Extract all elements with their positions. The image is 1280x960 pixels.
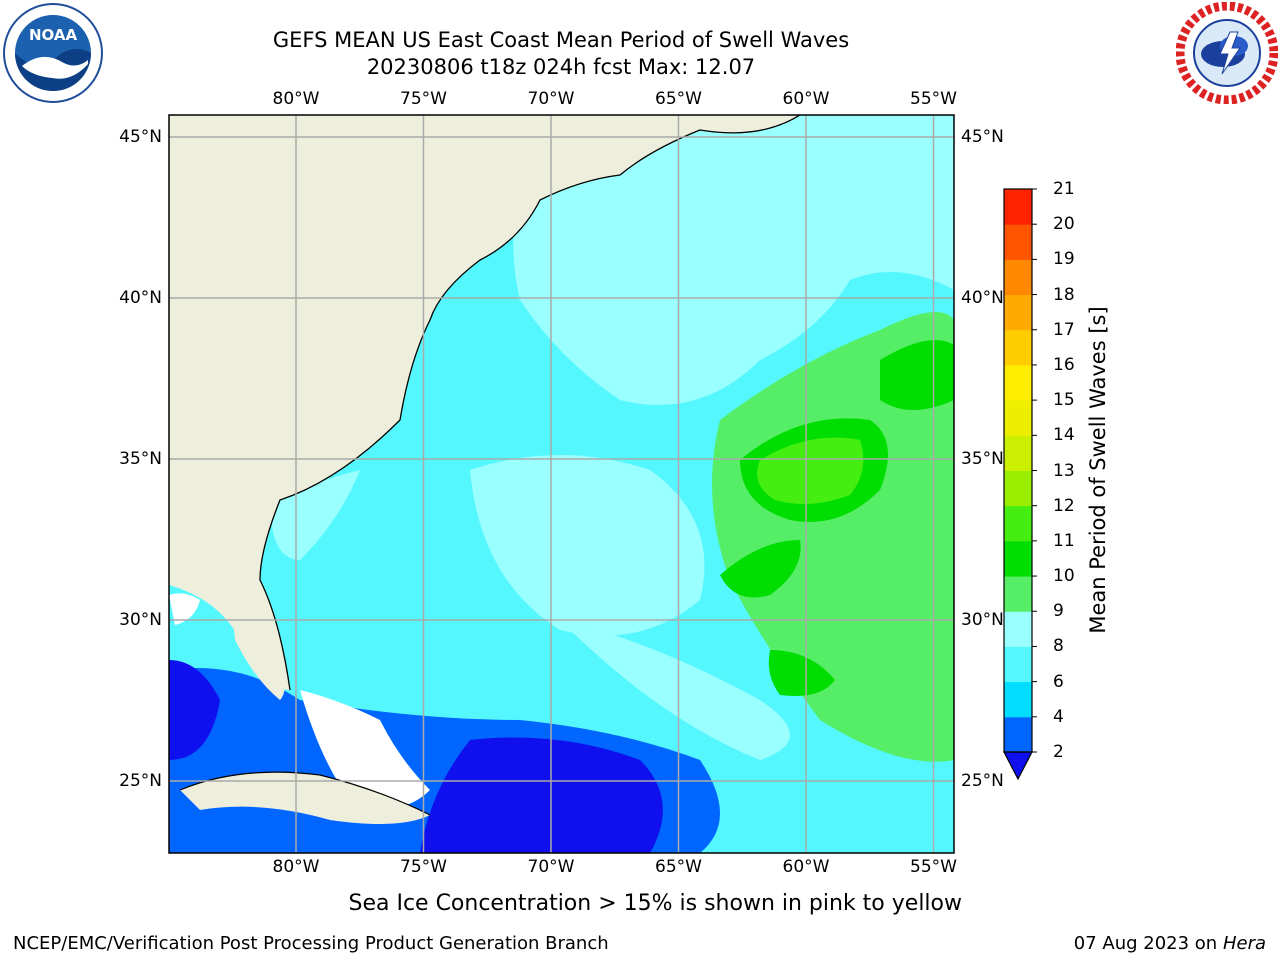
lat-label-left: 25°N	[119, 771, 162, 791]
colorbar-tick-label: 8	[1053, 636, 1064, 657]
lon-label-top: 75°W	[400, 89, 447, 109]
footer-date-text: 07 Aug 2023 on	[1073, 933, 1218, 954]
lat-label-right: 35°N	[961, 449, 1004, 469]
colorbar-tick-label: 13	[1053, 460, 1075, 481]
colorbar-segment	[1004, 435, 1032, 471]
map-frame	[168, 114, 955, 854]
lat-label-right: 25°N	[961, 771, 1004, 791]
lat-label-right: 40°N	[961, 288, 1004, 308]
missing-data-gulf	[169, 593, 200, 625]
colorbar-title: Mean Period of Swell Waves [s]	[1086, 306, 1110, 634]
lat-label-left: 30°N	[119, 610, 162, 630]
lat-label-right: 45°N	[961, 127, 1004, 147]
sea-ice-caption: Sea Ice Concentration > 15% is shown in …	[348, 891, 962, 916]
map-subtitle: 20230806 t18z 024h fcst Max: 12.07	[366, 55, 756, 79]
colorbar-tick-label: 18	[1053, 284, 1075, 305]
missing-data-bahamas	[300, 690, 430, 808]
lon-label-top: 70°W	[527, 89, 575, 109]
lon-label-bottom: 55°W	[910, 857, 957, 877]
lon-label-bottom: 65°W	[655, 857, 702, 877]
lat-label-left: 35°N	[119, 449, 162, 469]
footer-host: Hera	[1222, 933, 1266, 954]
colorbar-segment	[1004, 329, 1032, 366]
land-florida	[230, 595, 285, 700]
colorbar-under-arrow	[1003, 751, 1033, 781]
lat-label-right: 30°N	[961, 610, 1004, 630]
colorbar-tick-label: 19	[1053, 249, 1075, 270]
lat-label-left: 45°N	[119, 127, 162, 147]
colorbar-segment	[1004, 576, 1032, 612]
map-plot-area	[168, 114, 955, 854]
swell-field-under-2s-west	[169, 660, 220, 760]
colorbar-segment	[1004, 681, 1032, 718]
colorbar-tick-label: 10	[1053, 566, 1075, 587]
lat-label-left: 40°N	[119, 288, 162, 308]
land-cuba	[180, 772, 430, 824]
map-title: GEFS MEAN US East Coast Mean Period of S…	[272, 28, 850, 52]
swell-field-8s-central	[470, 455, 705, 636]
land-us-east-coast	[169, 115, 800, 690]
colorbar-tick-label: 16	[1053, 354, 1075, 375]
colorbar-segment	[1004, 470, 1032, 507]
lon-label-bottom: 70°W	[527, 857, 575, 877]
colorbar-tick-label: 4	[1053, 706, 1064, 727]
colorbar-segment	[1004, 400, 1032, 436]
lon-label-top: 60°W	[782, 89, 830, 109]
coastline	[259, 115, 801, 691]
colorbar-tick-label: 15	[1053, 390, 1075, 411]
swell-field-10s-east	[880, 340, 954, 410]
colorbar-tick-label: 17	[1053, 319, 1075, 340]
lon-label-bottom: 75°W	[400, 857, 447, 877]
swell-field-under-2s	[420, 737, 663, 853]
colorbar-segment	[1004, 259, 1032, 296]
lon-label-top: 65°W	[655, 89, 702, 109]
colorbar-tick-label: 20	[1053, 214, 1075, 235]
footer-date: 07 Aug 2023 on Hera	[1074, 933, 1266, 954]
colorbar-tick-label: 11	[1053, 530, 1075, 551]
coastline-cuba	[179, 771, 431, 816]
colorbar-tick-label: 21	[1053, 179, 1075, 199]
lon-label-bottom: 60°W	[782, 857, 830, 877]
colorbar-segment	[1004, 364, 1032, 401]
colorbar-tick-label: 14	[1053, 425, 1075, 446]
colorbar-segment	[1004, 224, 1032, 260]
colorbar-segment	[1004, 189, 1032, 225]
colorbar-tick-label: 12	[1053, 495, 1075, 516]
noaa-logo-text: NOAA	[29, 26, 78, 44]
noaa-logo-icon: NOAA	[3, 3, 103, 103]
colorbar-segment	[1004, 611, 1032, 647]
footer-credit: NCEP/EMC/Verification Post Processing Pr…	[13, 933, 609, 954]
colorbar-segment	[1004, 505, 1032, 542]
colorbar-tick-label: 6	[1053, 671, 1064, 692]
lon-label-top: 55°W	[910, 89, 957, 109]
lon-label-bottom: 80°W	[272, 857, 320, 877]
colorbar-segment	[1004, 294, 1032, 331]
nws-logo-icon	[1176, 2, 1278, 104]
colorbar-segment	[1004, 540, 1032, 577]
swell-field-11s-core	[757, 437, 864, 504]
colorbar-segment	[1004, 716, 1032, 753]
swell-field-8s-north	[513, 115, 954, 405]
swell-field-10s-southeast	[768, 650, 835, 696]
swell-field-10s-south	[720, 540, 801, 598]
lon-label-top: 80°W	[272, 89, 320, 109]
swell-field-8s-south	[560, 620, 790, 760]
swell-field-9s	[712, 312, 954, 762]
colorbar-tick-label: 2	[1053, 742, 1064, 762]
colorbar	[1003, 188, 1037, 781]
colorbar-tick-label: 9	[1053, 601, 1064, 622]
colorbar-segment	[1004, 646, 1032, 683]
